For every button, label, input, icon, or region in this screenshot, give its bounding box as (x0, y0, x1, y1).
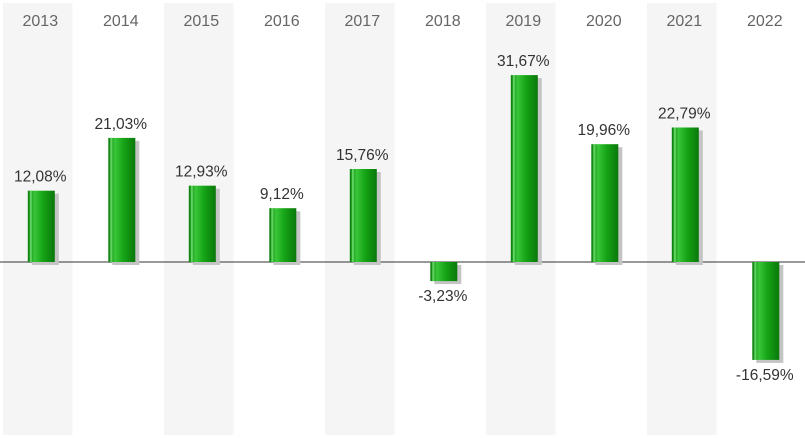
bar-highlight-2020 (593, 144, 596, 262)
bar-2015[interactable] (188, 185, 216, 262)
year-label-2014: 2014 (103, 13, 139, 30)
value-label-2020: 19,96% (578, 122, 631, 139)
year-label-2017: 2017 (345, 13, 381, 30)
year-label-2013: 2013 (23, 13, 59, 30)
year-label-2022: 2022 (747, 13, 783, 30)
year-label-2015: 2015 (184, 13, 220, 30)
value-label-2021: 22,79% (658, 106, 711, 123)
bar-highlight-2022 (754, 262, 757, 360)
year-label-2018: 2018 (425, 13, 461, 30)
bar-2021[interactable] (671, 127, 699, 263)
value-label-2022: -16,59% (736, 367, 794, 384)
year-label-2019: 2019 (506, 13, 542, 30)
bar-2014[interactable] (108, 137, 136, 262)
bar-highlight-2021 (673, 127, 676, 262)
bar-highlight-2019 (512, 75, 515, 262)
bar-2020[interactable] (591, 144, 619, 262)
value-label-2013: 12,08% (14, 169, 67, 186)
bar-2019[interactable] (510, 75, 538, 262)
bar-series (27, 75, 784, 363)
bar-highlight-2018 (432, 262, 435, 282)
value-label-2017: 15,76% (336, 147, 389, 164)
bar-2013[interactable] (27, 190, 55, 262)
bar-2016[interactable] (269, 208, 297, 262)
bar-highlight-2015 (190, 185, 193, 262)
bar-highlight-2016 (271, 208, 274, 262)
bar-highlight-2014 (110, 137, 113, 262)
bar-highlight-2013 (29, 190, 32, 262)
value-label-2016: 9,12% (260, 186, 304, 203)
value-labels: 12,08% 21,03% 12,93% 9,12% 15,76% -3,23% 31,67… (14, 53, 794, 384)
bar-2017[interactable] (349, 169, 377, 262)
value-label-2015: 12,93% (175, 164, 228, 181)
bar-2018[interactable] (430, 262, 458, 282)
year-label-2020: 2020 (586, 13, 622, 30)
year-label-2016: 2016 (264, 13, 300, 30)
year-labels: 2013 2014 2015 2016 2017 2018 2019 2020 2021 2022 (23, 13, 783, 30)
bar-highlight-2017 (351, 169, 354, 262)
value-label-2019: 31,67% (497, 53, 550, 70)
year-label-2021: 2021 (667, 13, 703, 30)
value-label-2014: 21,03% (95, 116, 148, 133)
value-label-2018: -3,23% (418, 288, 467, 305)
bar-2022[interactable] (752, 262, 780, 360)
